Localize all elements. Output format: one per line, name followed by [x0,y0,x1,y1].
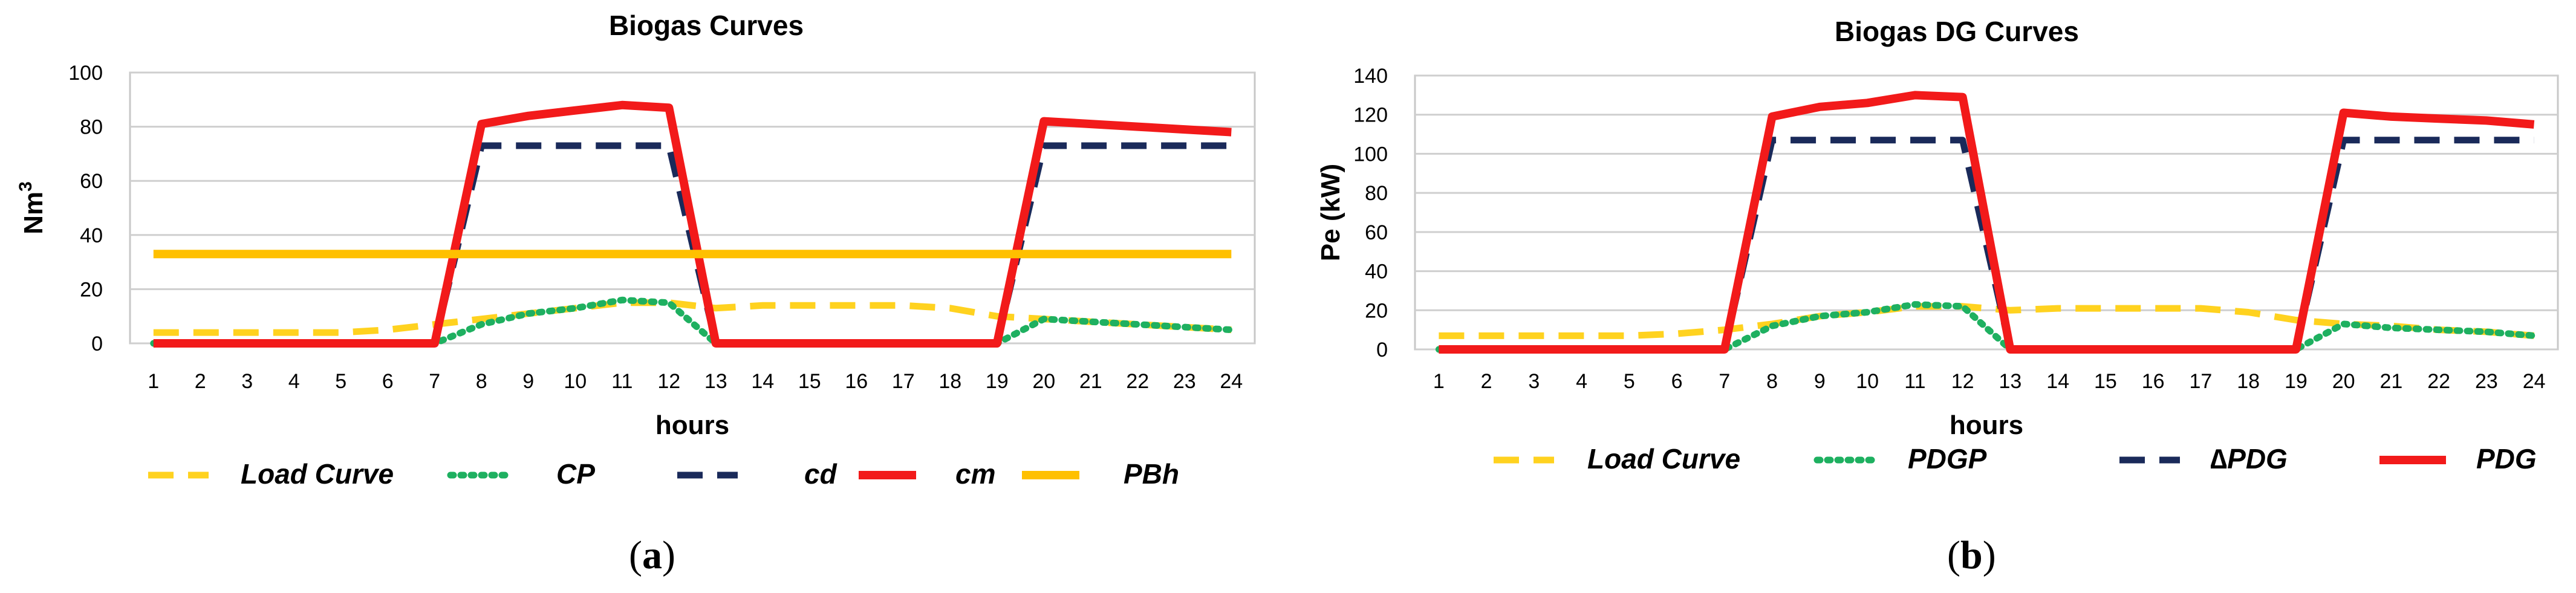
x-tick-label: 18 [938,370,961,393]
chart-title: Biogas Curves [609,10,804,41]
x-tick-label: 19 [986,370,1009,393]
x-tick-label: 10 [1856,370,1879,393]
x-tick-label: 14 [2046,370,2069,393]
legend-label: PDGP [1908,443,1987,475]
x-tick-label: 3 [241,370,253,393]
x-tick-label: 24 [2523,370,2546,393]
series-line-loadcurve [153,299,1232,336]
legend-label: cm [955,458,995,490]
x-tick-label: 7 [429,370,440,393]
x-tick-label: 14 [751,370,774,393]
x-tick-label: 8 [1766,370,1778,393]
x-tick-label: 9 [1814,370,1826,393]
x-tick-label: 5 [1624,370,1635,393]
x-tick-label: 22 [2427,370,2450,393]
x-tick-label: 4 [288,370,300,393]
x-tick-label: 17 [2189,370,2212,393]
x-tick-label: 11 [611,370,633,393]
x-tick-label: 21 [1079,370,1102,393]
x-tick-label: 20 [2332,370,2355,393]
x-tick-label: 15 [2094,370,2117,393]
y-axis-label: Nm3 [16,181,48,235]
x-tick-label: 20 [1032,370,1055,393]
x-tick-label: 23 [2475,370,2498,393]
x-tick-label: 9 [522,370,534,393]
y-tick-label: 60 [1365,221,1388,244]
legend-entry: Load Curve [148,458,394,490]
y-tick-label: 60 [80,170,103,193]
legend-label: CP [556,458,595,490]
x-tick-label: 1 [1433,370,1445,393]
legend-entry: cm [859,458,995,490]
x-tick-label: 13 [704,370,727,393]
x-tick-label: 7 [1719,370,1730,393]
y-tick-label: 20 [80,278,103,301]
legend-label: Load Curve [1587,443,1740,475]
x-tick-label: 6 [1671,370,1683,393]
x-tick-label: 17 [892,370,915,393]
x-tick-label: 12 [1951,370,1974,393]
y-axis-label: Pe (kW) [1316,164,1345,261]
chart-title: Biogas DG Curves [1835,16,2079,47]
y-tick-label: 100 [1353,143,1388,166]
x-tick-label: 13 [1999,370,2021,393]
series-line-cm [153,100,1232,348]
y-tick-label: 20 [1365,299,1388,322]
x-tick-label: 11 [1904,370,1925,393]
series-line-loadcurve [1439,303,2535,339]
y-tick-label: 100 [68,62,103,85]
figure-caption: (a) [629,533,675,577]
y-tick-label: 80 [1365,182,1388,205]
legend-entry: Load Curve [1494,443,1740,475]
x-tick-label: 12 [657,370,680,393]
x-axis-label: hours [1950,410,2023,440]
x-axis-label: hours [655,410,729,440]
legend-entry: PBh [1022,458,1179,490]
y-tick-label: 140 [1353,65,1388,88]
y-tick-label: 80 [80,116,103,139]
x-tick-label: 23 [1173,370,1196,393]
x-tick-label: 24 [1220,370,1243,393]
legend-label: cd [804,458,838,490]
x-tick-label: 22 [1126,370,1149,393]
x-tick-label: 15 [798,370,821,393]
x-tick-label: 19 [2285,370,2308,393]
legend-entry: CP [447,458,595,490]
x-tick-label: 8 [476,370,487,393]
figure-caption: (b) [1947,533,1996,577]
y-tick-label: 0 [91,332,103,355]
legend-entry: PDG [2379,443,2537,475]
x-tick-label: 16 [2142,370,2165,393]
y-tick-label: 40 [80,224,103,247]
legend-label: PDG [2476,443,2537,475]
y-tick-label: 0 [1376,339,1388,361]
legend-entry: ∆PDG [2119,443,2288,475]
series-line-pdg [1439,91,2535,354]
x-tick-label: 4 [1576,370,1587,393]
x-tick-label: 16 [845,370,868,393]
legend-label: ∆PDG [2210,443,2288,475]
legend-label: PBh [1124,458,1179,490]
x-tick-label: 3 [1528,370,1540,393]
x-tick-label: 2 [195,370,206,393]
x-tick-label: 6 [382,370,394,393]
x-tick-label: 10 [564,370,587,393]
x-tick-label: 1 [148,370,159,393]
legend-label: Load Curve [241,458,394,490]
x-tick-label: 2 [1481,370,1492,393]
x-tick-label: 5 [335,370,346,393]
y-tick-label: 40 [1365,261,1388,284]
x-tick-label: 21 [2379,370,2402,393]
y-tick-label: 120 [1353,104,1388,127]
legend-entry: PDGP [1813,443,1987,475]
legend-entry: cd [677,458,838,490]
x-tick-label: 18 [2237,370,2260,393]
